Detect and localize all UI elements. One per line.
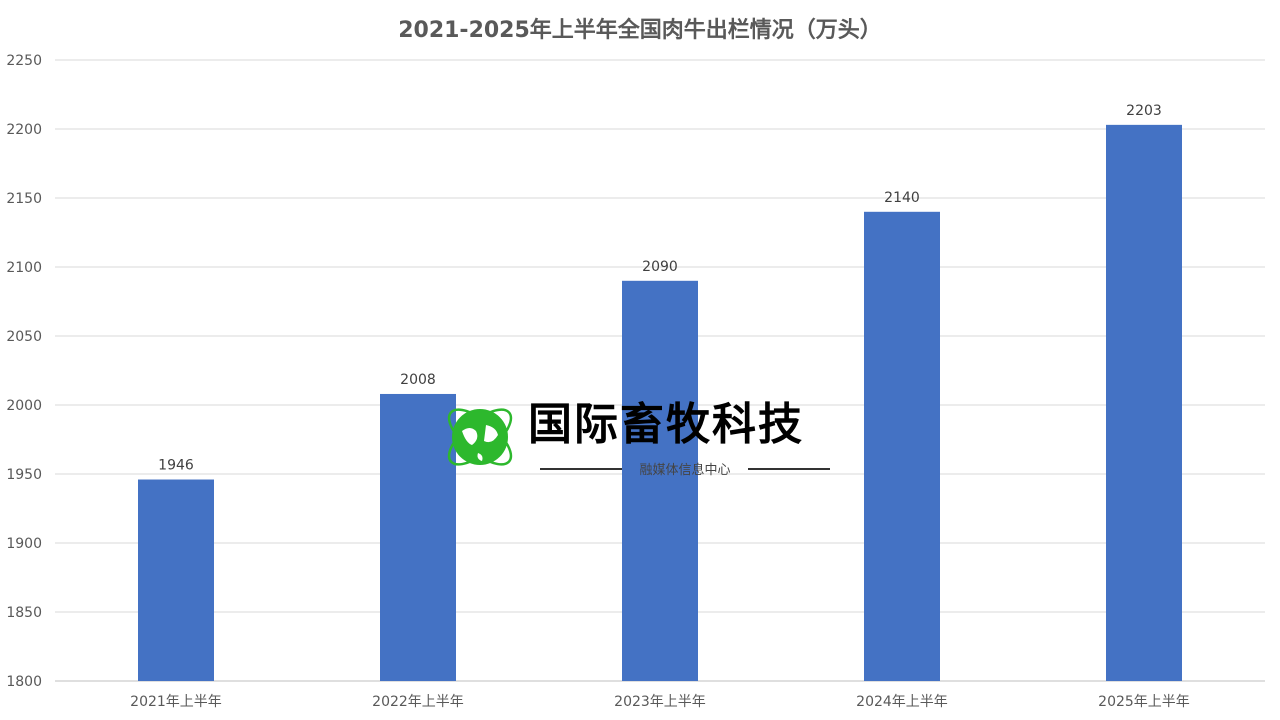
data-label: 2203 xyxy=(1126,103,1162,119)
x-tick-label: 2021年上半年 xyxy=(130,694,222,710)
data-label: 1946 xyxy=(158,458,194,474)
y-tick-label: 1850 xyxy=(6,605,42,621)
bar xyxy=(1106,124,1182,682)
y-tick-label: 2000 xyxy=(6,398,42,414)
x-tick-label: 2024年上半年 xyxy=(856,694,948,710)
y-tick-label: 2250 xyxy=(6,53,42,69)
x-tick-label: 2025年上半年 xyxy=(1098,694,1190,710)
y-tick-label: 1950 xyxy=(6,467,42,483)
globe-icon xyxy=(447,408,513,466)
chart-title: 2021-2025年上半年全国肉牛出栏情况（万头） xyxy=(398,18,882,43)
y-tick-label: 2200 xyxy=(6,122,42,138)
data-label: 2008 xyxy=(400,372,436,388)
bar xyxy=(138,479,214,681)
watermark-sub-text: 融媒体信息中心 xyxy=(540,459,830,478)
bar xyxy=(864,211,940,682)
y-tick-label: 1900 xyxy=(6,536,42,552)
x-tick-label: 2023年上半年 xyxy=(614,694,706,710)
bar xyxy=(380,393,456,681)
y-tick-label: 2050 xyxy=(6,329,42,345)
watermark-main-text: 国际畜牧科技 xyxy=(528,399,804,450)
data-label: 2090 xyxy=(642,259,678,275)
bar xyxy=(622,280,698,681)
watermark-logo: 国际畜牧科技 融媒体信息中心 xyxy=(440,395,840,480)
y-tick-label: 2100 xyxy=(6,260,42,276)
data-label: 2140 xyxy=(884,190,920,206)
y-tick-label: 1800 xyxy=(6,674,42,690)
y-tick-label: 2150 xyxy=(6,191,42,207)
x-tick-label: 2022年上半年 xyxy=(372,694,464,710)
